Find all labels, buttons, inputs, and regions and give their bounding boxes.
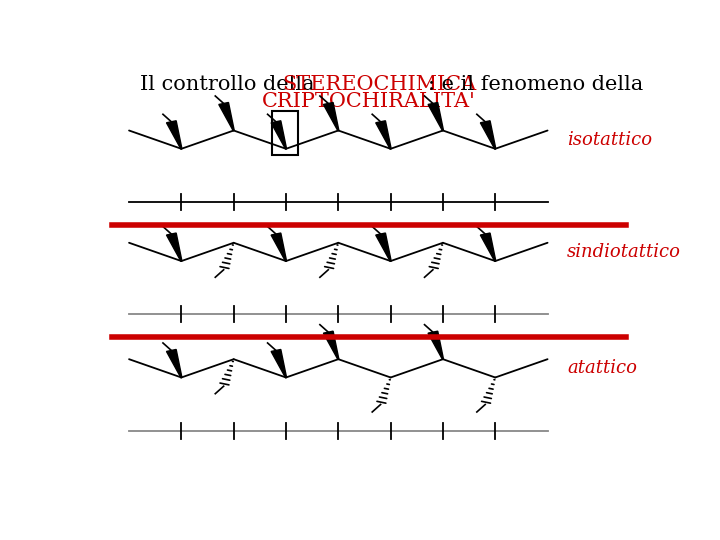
Polygon shape (480, 233, 496, 261)
Polygon shape (166, 349, 182, 377)
Polygon shape (219, 103, 234, 131)
Polygon shape (271, 121, 287, 149)
Polygon shape (428, 331, 444, 359)
Polygon shape (166, 121, 182, 149)
Text: sindiotattico: sindiotattico (567, 243, 681, 261)
Text: STEREOCHIMICA: STEREOCHIMICA (282, 75, 477, 94)
Text: Il controllo della: Il controllo della (140, 75, 321, 94)
Polygon shape (166, 233, 182, 261)
Polygon shape (323, 331, 339, 359)
Text: CRIPTOCHIRALITA': CRIPTOCHIRALITA' (262, 92, 476, 111)
Polygon shape (428, 103, 444, 131)
Text: : e il fenomeno della: : e il fenomeno della (428, 75, 643, 94)
Polygon shape (271, 349, 287, 377)
Text: atattico: atattico (567, 359, 637, 377)
Polygon shape (323, 103, 339, 131)
Polygon shape (480, 121, 496, 149)
Polygon shape (271, 233, 287, 261)
Polygon shape (376, 233, 391, 261)
Text: isotattico: isotattico (567, 131, 652, 149)
Polygon shape (376, 121, 391, 149)
